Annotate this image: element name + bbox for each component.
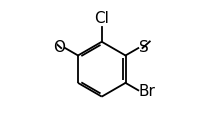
Text: Br: Br <box>139 84 156 99</box>
Text: O: O <box>53 40 65 55</box>
Text: Cl: Cl <box>94 11 109 26</box>
Text: S: S <box>139 40 149 55</box>
